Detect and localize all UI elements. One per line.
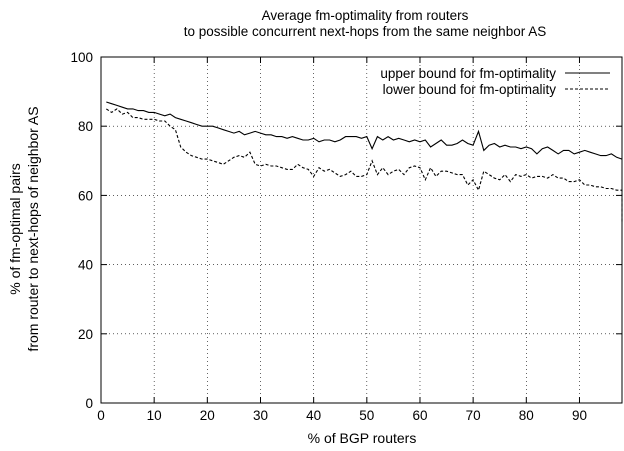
x-axis-label: % of BGP routers: [308, 430, 417, 446]
x-tick-label: 20: [200, 408, 215, 423]
plot-frame: [100, 56, 623, 404]
legend-label: upper bound for fm-optimality: [380, 66, 556, 81]
y-axis-label-line2: from router to next-hops of neighbor AS: [25, 106, 41, 351]
y-tick-label: 40: [78, 258, 93, 273]
x-tick-label: 70: [466, 408, 481, 423]
series-line-lower-bound: [105, 108, 623, 224]
x-tick-label: 40: [306, 408, 321, 423]
y-tick-label: 60: [78, 188, 93, 203]
y-tick-label: 80: [78, 119, 93, 134]
chart-subtitle: to possible concurrent next-hops from th…: [184, 24, 546, 39]
legend-label: lower bound for fm-optimality: [383, 82, 557, 97]
x-tick-label: 60: [412, 408, 427, 423]
x-tick-label: 10: [147, 408, 162, 423]
x-tick-label: 30: [253, 408, 268, 423]
y-axis-label-line1: % of fm-optimal pairs: [7, 163, 23, 294]
ticks: 0 10 20 30 40 50 60 70 80 90 0 20 40 60 80 100: [70, 50, 622, 423]
x-tick-label: 50: [359, 408, 374, 423]
y-tick-label: 100: [70, 50, 93, 65]
x-tick-label: 0: [97, 408, 105, 423]
chart-title: Average fm-optimality from routers: [262, 8, 469, 23]
x-tick-label: 90: [572, 408, 587, 423]
plot-area: [105, 101, 623, 224]
series-line-upper-bound: [106, 101, 623, 160]
x-tick-label: 80: [519, 408, 534, 423]
y-tick-label: 20: [78, 327, 93, 342]
y-tick-label: 0: [85, 396, 93, 411]
grid: [101, 57, 622, 403]
